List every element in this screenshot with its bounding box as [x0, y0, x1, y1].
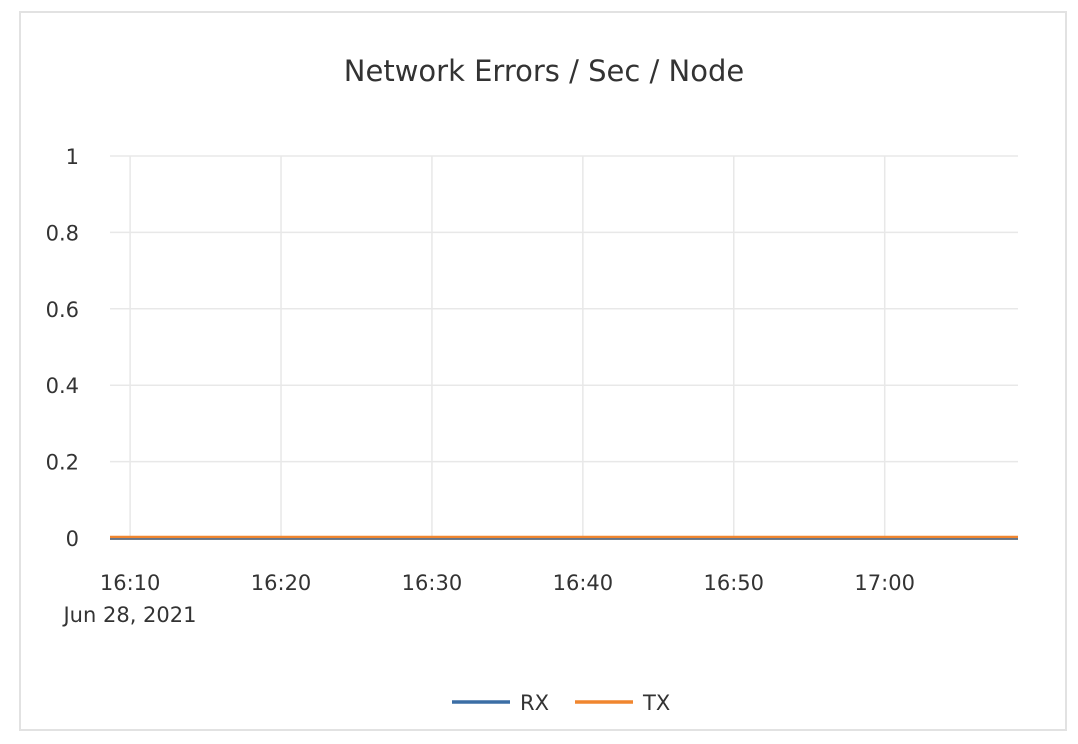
legend-label: RX: [520, 691, 549, 715]
legend-item-tx[interactable]: TX: [575, 691, 670, 715]
x-tick-label: 17:00: [854, 571, 915, 595]
x-tick-label: 16:10: [100, 571, 161, 595]
y-tick-label: 0.8: [46, 221, 79, 245]
y-tick-label: 1: [66, 145, 79, 169]
legend-item-rx[interactable]: RX: [452, 691, 549, 715]
x-tick-label: 16:20: [251, 571, 312, 595]
y-tick-label: 0.2: [46, 451, 79, 475]
legend-label: TX: [642, 691, 670, 715]
y-tick-label: 0.4: [46, 374, 79, 398]
x-tick-label: 16:50: [704, 571, 765, 595]
x-tick-label: 16:30: [402, 571, 463, 595]
y-tick-label: 0: [66, 527, 79, 551]
chart-card: [19, 11, 1067, 731]
x-tick-label: 16:40: [553, 571, 614, 595]
chart-title: Network Errors / Sec / Node: [344, 54, 744, 88]
y-tick-label: 0.6: [46, 298, 79, 322]
x-date-label: Jun 28, 2021: [61, 603, 196, 627]
